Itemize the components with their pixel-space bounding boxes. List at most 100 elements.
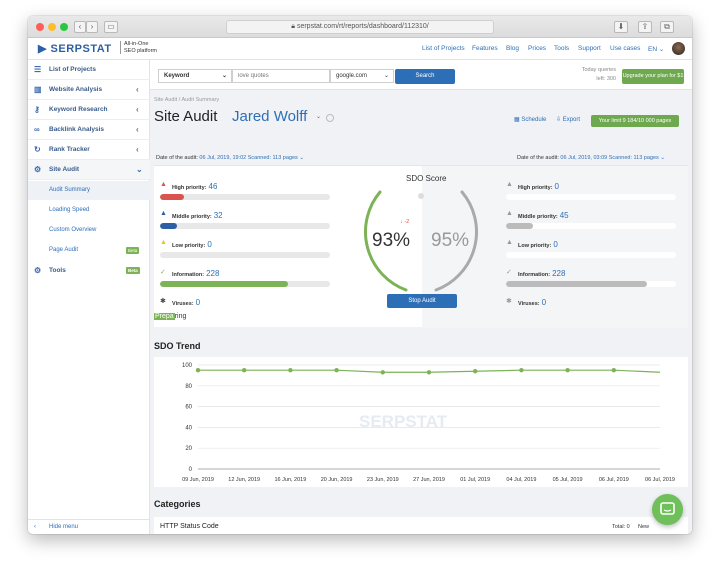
chat-button[interactable] (652, 494, 683, 525)
export-button[interactable]: ⇩ Export (556, 116, 580, 123)
nav-prices[interactable]: Prices (528, 45, 547, 52)
y-tick-label: 20 (185, 446, 192, 452)
metric-label: Viruses: (518, 301, 540, 307)
sidebar-item-label: Keyword Research (49, 106, 108, 113)
progress-fill (160, 281, 288, 287)
nav-blog[interactable]: Blog (506, 45, 520, 52)
sidebar-item-label: Site Audit (49, 166, 80, 173)
sidebar-toggle-icon[interactable]: ▭ (104, 21, 118, 33)
schedule-button[interactable]: ▦ Schedule (514, 116, 546, 123)
stop-audit-button[interactable]: Stop Audit (387, 294, 457, 308)
metric-viruses-previous[interactable]: ✱ Viruses: 0 (506, 296, 676, 310)
sidebar-item-rank-tracker[interactable]: ↻ Rank Tracker ‹ (28, 140, 150, 160)
logo-text: SERPSTAT (50, 43, 112, 55)
sidebar-item-site-audit[interactable]: ⚙ Site Audit ⌄ (28, 160, 150, 180)
info-icon[interactable] (326, 114, 334, 122)
data-point (334, 368, 339, 373)
x-tick-label: 20 Jun, 2019 (321, 477, 353, 483)
sidebar-subitem-custom-overview[interactable]: Custom Overview (49, 227, 97, 233)
serpstat-logo[interactable]: ▶ SERPSTAT (38, 42, 112, 55)
http-status-label: HTTP Status Code (160, 523, 219, 530)
sidebar-item-tools[interactable]: ⚙ Tools Beta (28, 261, 150, 281)
bug-icon: ✱ (160, 298, 166, 305)
score-delta: ↓ -2 (400, 219, 410, 225)
warning-triangle-icon: ▲ (160, 181, 167, 188)
chevron-down-icon: ⌄ (221, 73, 227, 79)
sidebar-subitem-audit-summary[interactable]: Audit Summary (28, 181, 150, 200)
schedule-label: Schedule (521, 117, 547, 123)
project-selector[interactable]: Jared Wolff (232, 108, 308, 125)
sidebar-item-keyword-research[interactable]: ⚷ Keyword Research ‹ (28, 100, 150, 120)
checkmark-icon: ✓ (160, 269, 166, 276)
avatar[interactable] (672, 42, 685, 55)
back-button[interactable]: ‹ (74, 21, 86, 33)
language-selector[interactable]: EN ⌄ (648, 46, 665, 53)
metric-value: 228 (552, 269, 566, 278)
chevron-down-icon: ⌄ (660, 155, 665, 161)
progress-bar (160, 252, 330, 258)
nav-support[interactable]: Support (578, 45, 601, 52)
metric-low-priority-current[interactable]: ▲ Low priority: 0 (160, 238, 330, 266)
y-tick-label: 60 (185, 405, 192, 411)
calendar-icon: ▦ (514, 117, 520, 123)
main-content: Keyword ⌄ google.com ⌄ Search Today quer… (150, 60, 692, 534)
data-point (288, 368, 293, 373)
chat-icon (660, 502, 675, 515)
chevron-down-icon: ⌄ (136, 165, 143, 174)
metric-label: High priority: (518, 185, 553, 191)
http-status-card: HTTP Status Code Total: 0 New (154, 517, 688, 534)
sidebar-subitem-page-audit[interactable]: Page Audit Beta (28, 241, 150, 260)
progress-bar (160, 223, 330, 229)
minimize-window-button[interactable] (48, 23, 56, 31)
x-tick-label: 01 Jul, 2019 (460, 477, 490, 483)
database-select[interactable]: google.com ⌄ (330, 69, 394, 83)
search-mode-select[interactable]: Keyword ⌄ (158, 69, 232, 83)
metric-viruses-current[interactable]: ✱ Viruses: 0 (160, 296, 330, 310)
metric-high-priority-current[interactable]: ▲ High priority: 46 (160, 180, 330, 208)
metric-information-previous[interactable]: ✓ Information: 228 (506, 267, 676, 295)
metric-middle-priority-current[interactable]: ▲ Middle priority: 32 (160, 209, 330, 237)
maximize-window-button[interactable] (60, 23, 68, 31)
metric-information-current[interactable]: ✓ Information: 228 (160, 267, 330, 295)
close-window-button[interactable] (36, 23, 44, 31)
metric-value: 32 (213, 211, 223, 220)
sidebar-item-backlink-analysis[interactable]: ∞ Backlink Analysis ‹ (28, 120, 150, 140)
nav-use-cases[interactable]: Use cases (610, 45, 641, 52)
audit-date-left[interactable]: Date of the audit: 06 Jul, 2019, 19:02 S… (156, 155, 304, 161)
chevron-down-icon: ⌄ (299, 155, 304, 161)
download-icon[interactable]: ⬇ (614, 21, 628, 33)
tabs-icon[interactable]: ⧉ (660, 21, 674, 33)
key-icon: ⚷ (34, 105, 40, 114)
nav-list-of-projects[interactable]: List of Projects (422, 45, 465, 52)
address-bar[interactable]: 🔒︎ serpstat.com/rt/reports/dashboard/112… (226, 20, 494, 34)
chevron-down-icon[interactable]: ⌄ (316, 114, 322, 120)
sidebar-item-list-of-projects[interactable]: ☰ List of Projects (28, 60, 150, 80)
sidebar-item-website-analysis[interactable]: ▥ Website Analysis ‹ (28, 80, 150, 100)
gauge-knob (418, 193, 424, 199)
metric-low-priority-previous[interactable]: ▲ Low priority: 0 (506, 238, 676, 266)
sidebar-item-label: Rank Tracker (49, 146, 90, 153)
metric-high-priority-previous[interactable]: ▲ High priority: 0 (506, 180, 676, 208)
y-tick-label: 80 (185, 384, 192, 390)
hide-menu-button[interactable]: ‹ Hide menu (28, 519, 150, 534)
previous-score-arc (434, 190, 478, 292)
audit-date-right[interactable]: Date of the audit: 06 Jul, 2019, 03:09 S… (517, 155, 665, 161)
search-button[interactable]: Search (395, 69, 455, 84)
search-input[interactable] (232, 69, 330, 83)
metric-value: 46 (208, 182, 218, 191)
menu-icon: ☰ (34, 65, 42, 74)
upgrade-button[interactable]: Upgrade your plan for $1 (622, 69, 684, 84)
checkmark-icon: ✓ (506, 269, 512, 276)
tagline-line2: SEO platform (124, 47, 158, 54)
export-label: Export (562, 117, 581, 123)
nav-tools[interactable]: Tools (554, 45, 570, 52)
sidebar-subitem-loading-speed[interactable]: Loading Speed (49, 207, 90, 213)
warning-triangle-icon: ▲ (506, 181, 513, 188)
metric-middle-priority-previous[interactable]: ▲ Middle priority: 45 (506, 209, 676, 237)
nav-features[interactable]: Features (472, 45, 498, 52)
metric-label: Information: (172, 272, 205, 278)
lock-icon: 🔒︎ (291, 23, 295, 30)
forward-button[interactable]: › (86, 21, 98, 33)
share-icon[interactable]: ⇪ (638, 21, 652, 33)
progress-fill (160, 194, 184, 200)
